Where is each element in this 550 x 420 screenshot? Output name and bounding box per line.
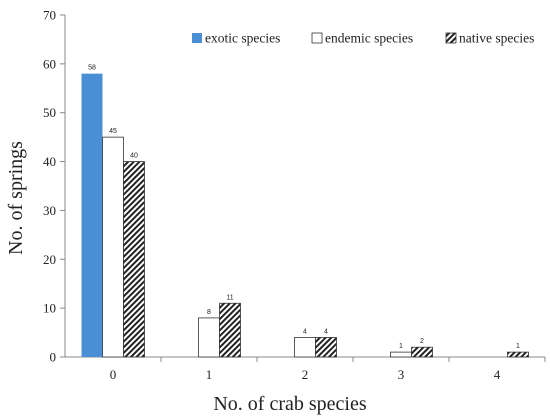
data-label: 40 <box>130 153 138 160</box>
x-tick-label: 0 <box>110 367 117 382</box>
y-tick-label: 60 <box>43 56 56 71</box>
x-tick-label: 2 <box>302 367 309 382</box>
legend-label-native-species: native species <box>459 31 534 46</box>
bar-endemic-species <box>198 317 220 358</box>
data-label: 1 <box>399 343 403 350</box>
bar-endemic-species <box>294 337 316 358</box>
bar-native-species <box>219 302 241 358</box>
bar-native-species <box>123 161 145 358</box>
bar-endemic-species <box>102 136 124 358</box>
legend-swatch-exotic-species <box>192 33 202 43</box>
bar-endemic-species <box>390 351 412 358</box>
legend-label-exotic-species: exotic species <box>205 31 280 46</box>
y-tick-label: 0 <box>50 350 57 365</box>
legend-swatch-native-species <box>445 32 457 44</box>
legend-swatch-endemic-species <box>311 32 323 44</box>
bar-native-species <box>507 351 529 358</box>
data-label: 58 <box>88 65 96 72</box>
y-tick-label: 20 <box>43 252 56 267</box>
bar-native-species <box>411 346 433 358</box>
x-tick-label: 4 <box>494 367 501 382</box>
axes: 0 10 20 30 40 50 60 70 0 1 2 3 4 <box>43 8 546 382</box>
x-tick-label: 1 <box>206 367 213 382</box>
data-label: 45 <box>109 128 117 135</box>
y-axis-title: No. of springs <box>5 141 27 255</box>
y-tick-label: 70 <box>43 8 56 23</box>
legend-label-endemic-species: endemic species <box>325 31 413 46</box>
data-label: 8 <box>207 309 211 316</box>
bar-native-species <box>315 337 337 358</box>
bar-exotic-species <box>81 73 103 357</box>
x-axis-title: No. of crab species <box>213 393 366 415</box>
bars: 58 45 8 4 1 40 11 4 2 1 <box>81 65 529 358</box>
y-tick-label: 50 <box>43 105 56 120</box>
y-tick-label: 40 <box>43 154 56 169</box>
y-tick-label: 30 <box>43 203 56 218</box>
legend: exotic species endemic species native spec… <box>192 31 534 46</box>
data-label: 4 <box>303 328 307 335</box>
data-label: 11 <box>226 294 233 301</box>
data-label: 1 <box>516 343 520 350</box>
y-tick-label: 10 <box>43 301 56 316</box>
data-label: 4 <box>324 328 328 335</box>
x-tick-label: 3 <box>398 367 405 382</box>
data-label: 2 <box>420 338 424 345</box>
